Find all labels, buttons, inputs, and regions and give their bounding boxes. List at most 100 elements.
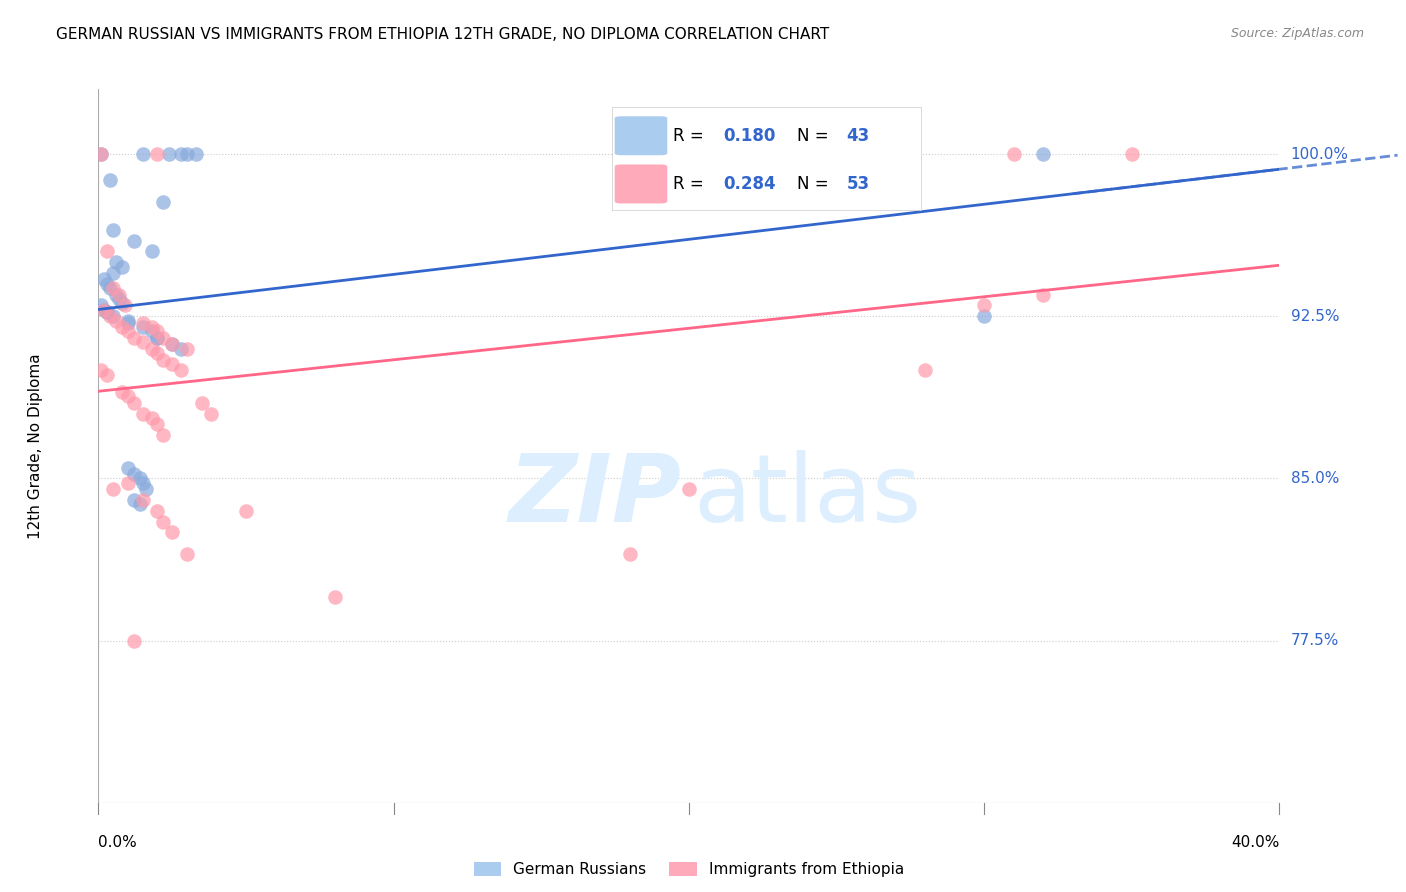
Point bbox=[796, 147, 818, 161]
Point bbox=[323, 591, 346, 605]
Point bbox=[122, 467, 145, 482]
Point bbox=[128, 497, 150, 511]
Point bbox=[141, 410, 163, 425]
Point bbox=[141, 325, 163, 339]
Point bbox=[152, 515, 174, 529]
Point bbox=[200, 407, 222, 421]
Point bbox=[105, 313, 128, 327]
Point bbox=[96, 277, 118, 291]
Point bbox=[132, 320, 155, 334]
Point bbox=[111, 384, 134, 399]
Text: 100.0%: 100.0% bbox=[1291, 146, 1348, 161]
Point bbox=[191, 396, 214, 410]
Point bbox=[96, 305, 118, 319]
Point bbox=[90, 298, 112, 312]
Text: 85.0%: 85.0% bbox=[1291, 471, 1339, 486]
Point bbox=[103, 223, 125, 237]
Point bbox=[93, 302, 115, 317]
Point bbox=[146, 417, 169, 432]
Text: R =: R = bbox=[673, 175, 710, 193]
Point bbox=[103, 482, 125, 496]
Text: 0.284: 0.284 bbox=[723, 175, 776, 193]
Point bbox=[93, 302, 115, 317]
Point bbox=[103, 310, 125, 324]
Point bbox=[117, 325, 139, 339]
Point bbox=[235, 504, 257, 518]
Text: 40.0%: 40.0% bbox=[1232, 835, 1279, 850]
Point bbox=[96, 368, 118, 382]
Point bbox=[132, 475, 155, 490]
Point bbox=[1032, 147, 1054, 161]
Point bbox=[176, 147, 198, 161]
Point bbox=[146, 147, 169, 161]
Point bbox=[141, 244, 163, 259]
Point bbox=[184, 147, 207, 161]
Point bbox=[146, 331, 169, 345]
Point bbox=[122, 493, 145, 508]
Text: GERMAN RUSSIAN VS IMMIGRANTS FROM ETHIOPIA 12TH GRADE, NO DIPLOMA CORRELATION CH: GERMAN RUSSIAN VS IMMIGRANTS FROM ETHIOP… bbox=[56, 27, 830, 42]
Point bbox=[176, 547, 198, 561]
Point bbox=[146, 346, 169, 360]
Point bbox=[111, 260, 134, 274]
Point bbox=[122, 331, 145, 345]
Text: N =: N = bbox=[797, 127, 834, 145]
Point bbox=[111, 320, 134, 334]
Point bbox=[170, 147, 193, 161]
Point bbox=[152, 352, 174, 367]
Point bbox=[117, 313, 139, 327]
FancyBboxPatch shape bbox=[614, 164, 668, 203]
Point bbox=[141, 320, 163, 334]
Point bbox=[122, 633, 145, 648]
Point bbox=[132, 147, 155, 161]
Point bbox=[170, 342, 193, 356]
Point bbox=[90, 363, 112, 377]
Text: 92.5%: 92.5% bbox=[1291, 309, 1339, 324]
Point bbox=[103, 281, 125, 295]
Point bbox=[162, 337, 183, 351]
Legend: German Russians, Immigrants from Ethiopia: German Russians, Immigrants from Ethiopi… bbox=[474, 863, 904, 877]
Point bbox=[855, 147, 877, 161]
Text: R =: R = bbox=[673, 127, 710, 145]
Point bbox=[105, 255, 128, 269]
Point bbox=[98, 281, 121, 295]
Point bbox=[128, 471, 150, 485]
Point bbox=[152, 331, 174, 345]
Point bbox=[93, 272, 115, 286]
Point bbox=[146, 504, 169, 518]
Point bbox=[117, 475, 139, 490]
Point bbox=[678, 482, 700, 496]
Point bbox=[162, 525, 183, 540]
Text: 12th Grade, No Diploma: 12th Grade, No Diploma bbox=[28, 353, 42, 539]
Text: atlas: atlas bbox=[693, 450, 921, 542]
Point bbox=[90, 147, 112, 161]
Point bbox=[170, 363, 193, 377]
Point bbox=[114, 298, 136, 312]
Point bbox=[914, 363, 936, 377]
FancyBboxPatch shape bbox=[614, 116, 668, 155]
Point bbox=[132, 493, 155, 508]
Point bbox=[1121, 147, 1143, 161]
Point bbox=[132, 407, 155, 421]
Point bbox=[162, 357, 183, 371]
Point bbox=[98, 310, 121, 324]
Point bbox=[152, 194, 174, 209]
Point bbox=[132, 335, 155, 350]
Point bbox=[103, 266, 125, 280]
Text: 43: 43 bbox=[846, 127, 870, 145]
Point bbox=[105, 287, 128, 301]
Point bbox=[152, 428, 174, 442]
Point bbox=[146, 331, 169, 345]
Text: ZIP: ZIP bbox=[508, 450, 681, 542]
Point bbox=[146, 325, 169, 339]
Point bbox=[619, 547, 641, 561]
Text: 53: 53 bbox=[846, 175, 870, 193]
Point bbox=[176, 342, 198, 356]
Text: Source: ZipAtlas.com: Source: ZipAtlas.com bbox=[1230, 27, 1364, 40]
Point bbox=[135, 482, 157, 496]
Point bbox=[162, 337, 183, 351]
Point bbox=[1032, 287, 1054, 301]
Point bbox=[122, 396, 145, 410]
Text: 77.5%: 77.5% bbox=[1291, 633, 1339, 648]
Point bbox=[157, 147, 180, 161]
Point bbox=[117, 460, 139, 475]
